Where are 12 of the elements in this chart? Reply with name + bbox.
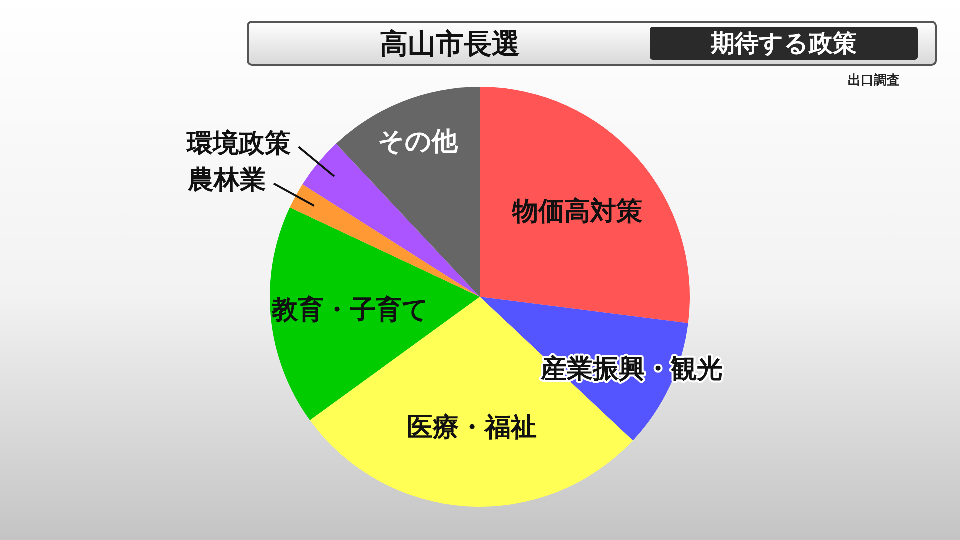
slice-label: 物価高対策 [512,196,643,226]
text: 期待する政策 [710,30,857,58]
slice-label: 農林業 [186,164,266,195]
pie-slice [336,87,480,297]
pie-slice [290,184,480,297]
slice-label: 環境政策 [186,128,291,158]
slice-label: 医療・福祉 [406,412,537,442]
text: 出口調査 [848,72,900,88]
slice-label: 教育・子育て [270,294,429,324]
pie-slice [480,87,690,324]
slice-label: その他 [378,126,460,156]
chart-title: 高山市長選 [380,28,520,60]
